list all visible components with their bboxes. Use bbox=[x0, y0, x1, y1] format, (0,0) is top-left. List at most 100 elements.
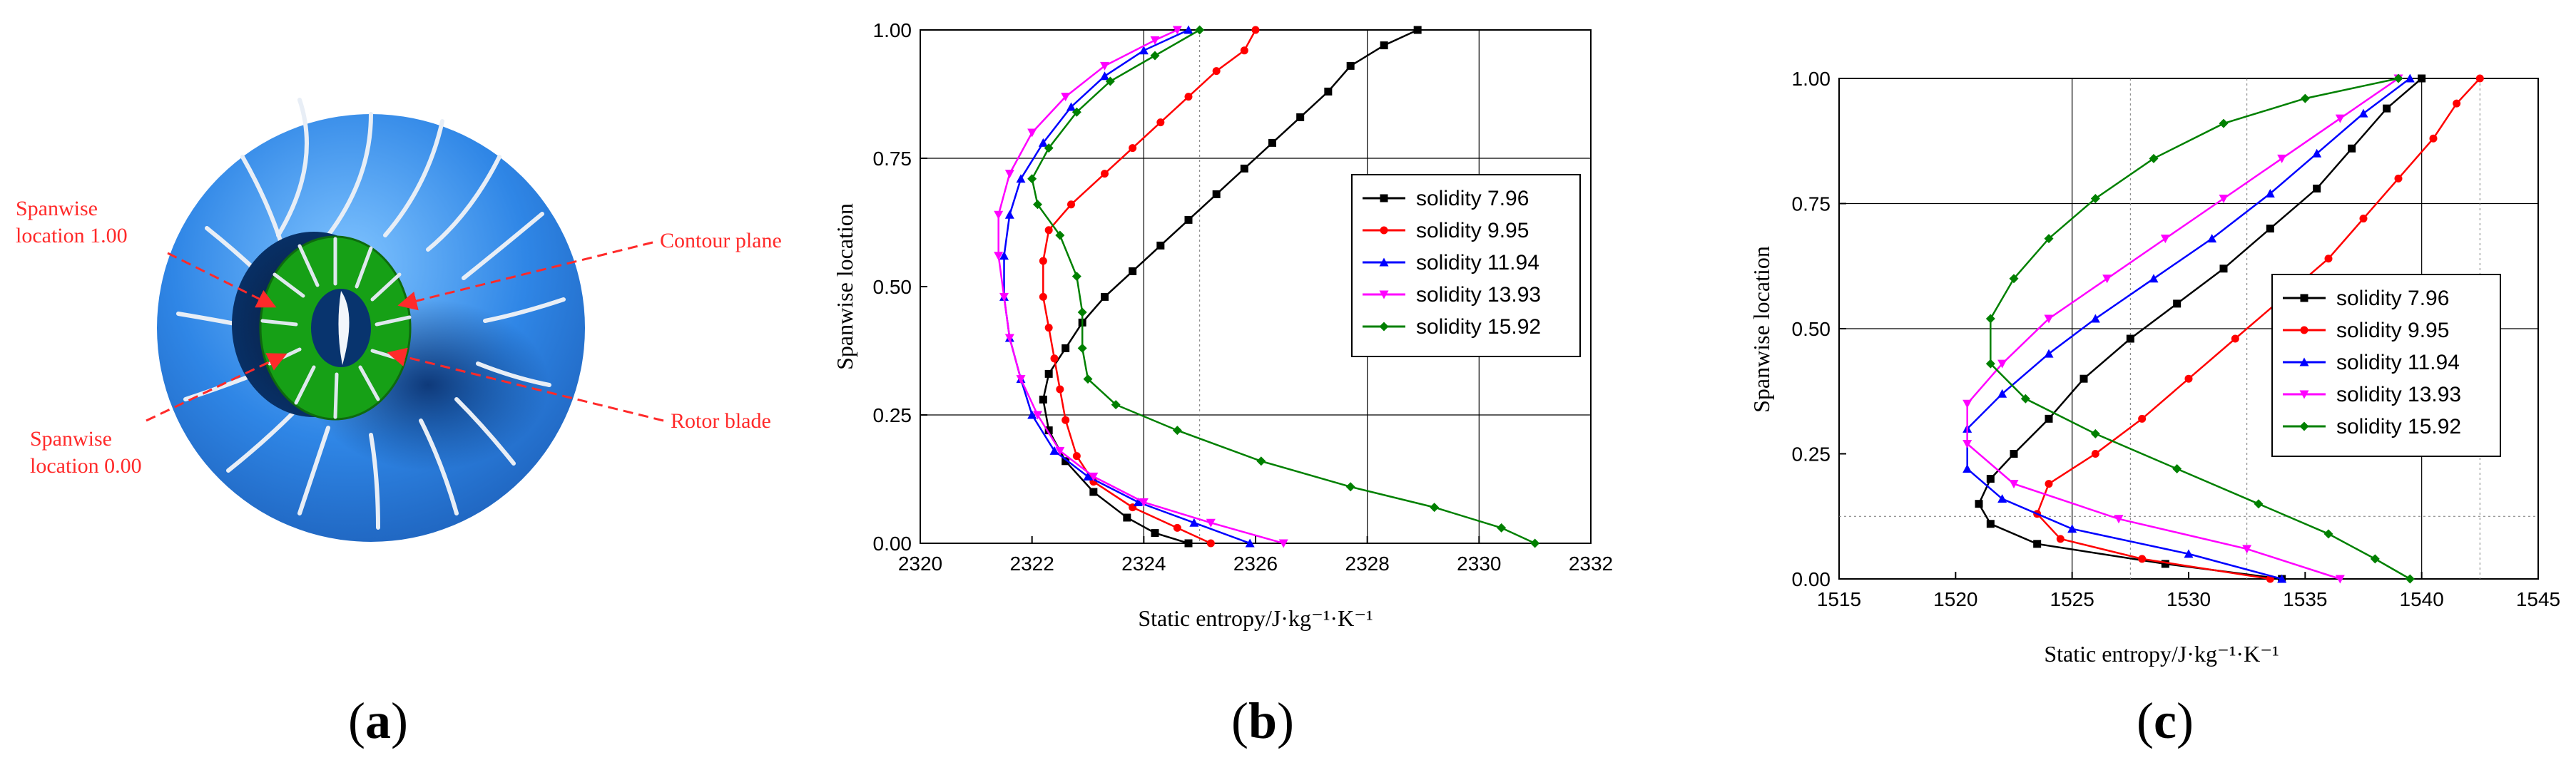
series-solidity-9_95 bbox=[2033, 74, 2484, 583]
x-tick-label: 1535 bbox=[2283, 588, 2327, 610]
chart-b-plot: 2320 2322 2324 2326 2328 2330 2332 0.00 0.25 0.5… bbox=[873, 19, 1614, 575]
legend-label: solidity 7.96 bbox=[2336, 287, 2449, 310]
legend-marker bbox=[2299, 421, 2309, 431]
legend-entry: solidity 7.96 bbox=[2283, 287, 2449, 310]
data-point bbox=[1129, 267, 1137, 275]
data-point bbox=[1240, 164, 1248, 173]
legend-marker bbox=[1379, 257, 1389, 267]
data-point bbox=[1413, 26, 1422, 34]
data-point bbox=[1083, 471, 1093, 481]
legend-marker bbox=[2300, 294, 2308, 302]
label-spanwise-top-line2: location 1.00 bbox=[16, 224, 128, 247]
series-line bbox=[1003, 29, 1251, 545]
data-point bbox=[2045, 414, 2053, 423]
x-tick-label: 1520 bbox=[1933, 588, 1977, 610]
data-point bbox=[1044, 369, 1053, 378]
chart-c-x-axis-label: Static entropy/J·kg⁻¹·K⁻¹ bbox=[2044, 641, 2279, 667]
data-point bbox=[1962, 399, 1972, 409]
data-point bbox=[1195, 25, 1205, 35]
data-point bbox=[1997, 494, 2007, 503]
chart-b-legend-entries: solidity 7.96 solidity 9.95 solidity 11.94… bbox=[1363, 187, 1541, 339]
data-point bbox=[2266, 225, 2274, 233]
guide-vanes bbox=[176, 98, 566, 530]
data-point bbox=[1044, 324, 1053, 332]
series-line bbox=[2036, 78, 2481, 580]
chart-b-y-ticks: 0.00 0.25 0.50 0.75 1.00 bbox=[873, 19, 927, 555]
data-point bbox=[1072, 452, 1081, 461]
x-tick-label: 1530 bbox=[2167, 588, 2211, 610]
arrow-rotor bbox=[387, 347, 664, 422]
data-point bbox=[1430, 503, 1440, 513]
data-point bbox=[2383, 104, 2391, 113]
data-point bbox=[994, 252, 1004, 261]
data-point bbox=[2009, 274, 2019, 284]
legend-marker bbox=[1379, 322, 1389, 332]
x-tick-label: 1540 bbox=[2400, 588, 2444, 610]
legend-entry: solidity 13.93 bbox=[2283, 383, 2461, 406]
panel-a: Spanwise location 1.00 Contour plane Spa… bbox=[16, 98, 782, 749]
sub-label-c: (c) bbox=[2137, 692, 2194, 749]
data-point bbox=[2079, 374, 2088, 383]
data-point bbox=[1184, 215, 1193, 224]
data-point bbox=[1101, 292, 1109, 301]
data-point bbox=[2394, 174, 2403, 183]
data-point bbox=[2010, 450, 2018, 458]
legend-marker bbox=[1379, 290, 1389, 299]
data-point bbox=[1324, 87, 1333, 96]
data-point bbox=[2067, 524, 2077, 533]
legend-label: solidity 9.95 bbox=[1416, 219, 1529, 242]
turbine-illustration bbox=[157, 98, 585, 542]
chart-b-series bbox=[994, 25, 1540, 548]
data-point bbox=[1997, 389, 2007, 398]
data-point bbox=[1172, 26, 1182, 35]
data-point bbox=[1530, 538, 1540, 548]
data-point bbox=[2161, 560, 2169, 568]
series-line bbox=[1966, 77, 2399, 580]
data-point bbox=[2300, 93, 2310, 103]
sub-label-a: (a) bbox=[348, 692, 408, 749]
data-point bbox=[1055, 230, 1065, 240]
chart-c: 1515 1520 1525 1530 1535 1540 1545 0.00 0.25 0.5… bbox=[1748, 68, 2560, 749]
data-point bbox=[1071, 272, 1081, 282]
data-point bbox=[1962, 439, 1972, 448]
data-point bbox=[1251, 26, 1260, 34]
legend-label: solidity 9.95 bbox=[2336, 319, 2449, 342]
legend-entry: solidity 9.95 bbox=[2283, 319, 2449, 342]
data-point bbox=[1067, 200, 1075, 209]
data-point bbox=[2219, 265, 2228, 273]
data-point bbox=[2475, 74, 2484, 83]
data-point bbox=[2453, 99, 2461, 108]
data-point bbox=[1062, 344, 1070, 352]
data-point bbox=[2335, 575, 2345, 584]
arrow-contour bbox=[397, 241, 653, 311]
data-point bbox=[1123, 513, 1131, 522]
data-point bbox=[1056, 385, 1064, 394]
legend-entry: solidity 11.94 bbox=[2283, 351, 2460, 374]
chart-c-y-axis-label: Spanwise location bbox=[1748, 246, 1774, 413]
data-point bbox=[1150, 51, 1160, 61]
data-point bbox=[2405, 574, 2415, 584]
data-point bbox=[1184, 539, 1193, 548]
data-point bbox=[2090, 193, 2100, 203]
y-tick-label: 1.00 bbox=[873, 19, 912, 41]
series-line bbox=[1042, 29, 1418, 545]
data-point bbox=[2359, 215, 2368, 223]
chart-b-legend: solidity 7.96 solidity 9.95 solidity 11.94… bbox=[1351, 174, 1581, 357]
data-point bbox=[1156, 118, 1165, 127]
legend-label: solidity 11.94 bbox=[2336, 351, 2460, 374]
chart-b-x-axis-label: Static entropy/J·kg⁻¹·K⁻¹ bbox=[1138, 605, 1373, 631]
data-point bbox=[2172, 464, 2182, 474]
data-point bbox=[1083, 374, 1093, 384]
hub-highlight bbox=[338, 291, 350, 365]
data-point bbox=[1139, 498, 1149, 507]
data-point bbox=[1212, 190, 1221, 198]
data-point bbox=[2418, 74, 2426, 83]
legend-label: solidity 13.93 bbox=[1416, 283, 1541, 307]
data-point bbox=[2149, 274, 2159, 283]
data-point bbox=[2254, 499, 2264, 509]
data-point bbox=[1049, 446, 1059, 455]
data-point bbox=[1004, 170, 1014, 179]
legend-label: solidity 13.93 bbox=[2336, 383, 2461, 406]
data-point bbox=[1027, 410, 1037, 419]
arrow-span-top bbox=[167, 252, 277, 308]
